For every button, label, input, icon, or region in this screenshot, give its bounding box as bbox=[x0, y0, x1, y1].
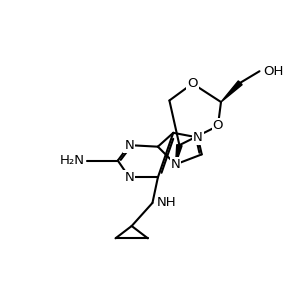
Text: NH: NH bbox=[157, 197, 177, 209]
Text: N: N bbox=[124, 139, 134, 152]
Text: N: N bbox=[124, 171, 134, 184]
Text: N: N bbox=[171, 158, 180, 171]
Text: N: N bbox=[193, 131, 203, 144]
Text: O: O bbox=[187, 77, 198, 90]
Text: H₂N: H₂N bbox=[60, 154, 85, 167]
Text: O: O bbox=[213, 119, 223, 132]
Text: OH: OH bbox=[263, 65, 284, 78]
Polygon shape bbox=[221, 81, 242, 102]
Polygon shape bbox=[175, 145, 182, 164]
